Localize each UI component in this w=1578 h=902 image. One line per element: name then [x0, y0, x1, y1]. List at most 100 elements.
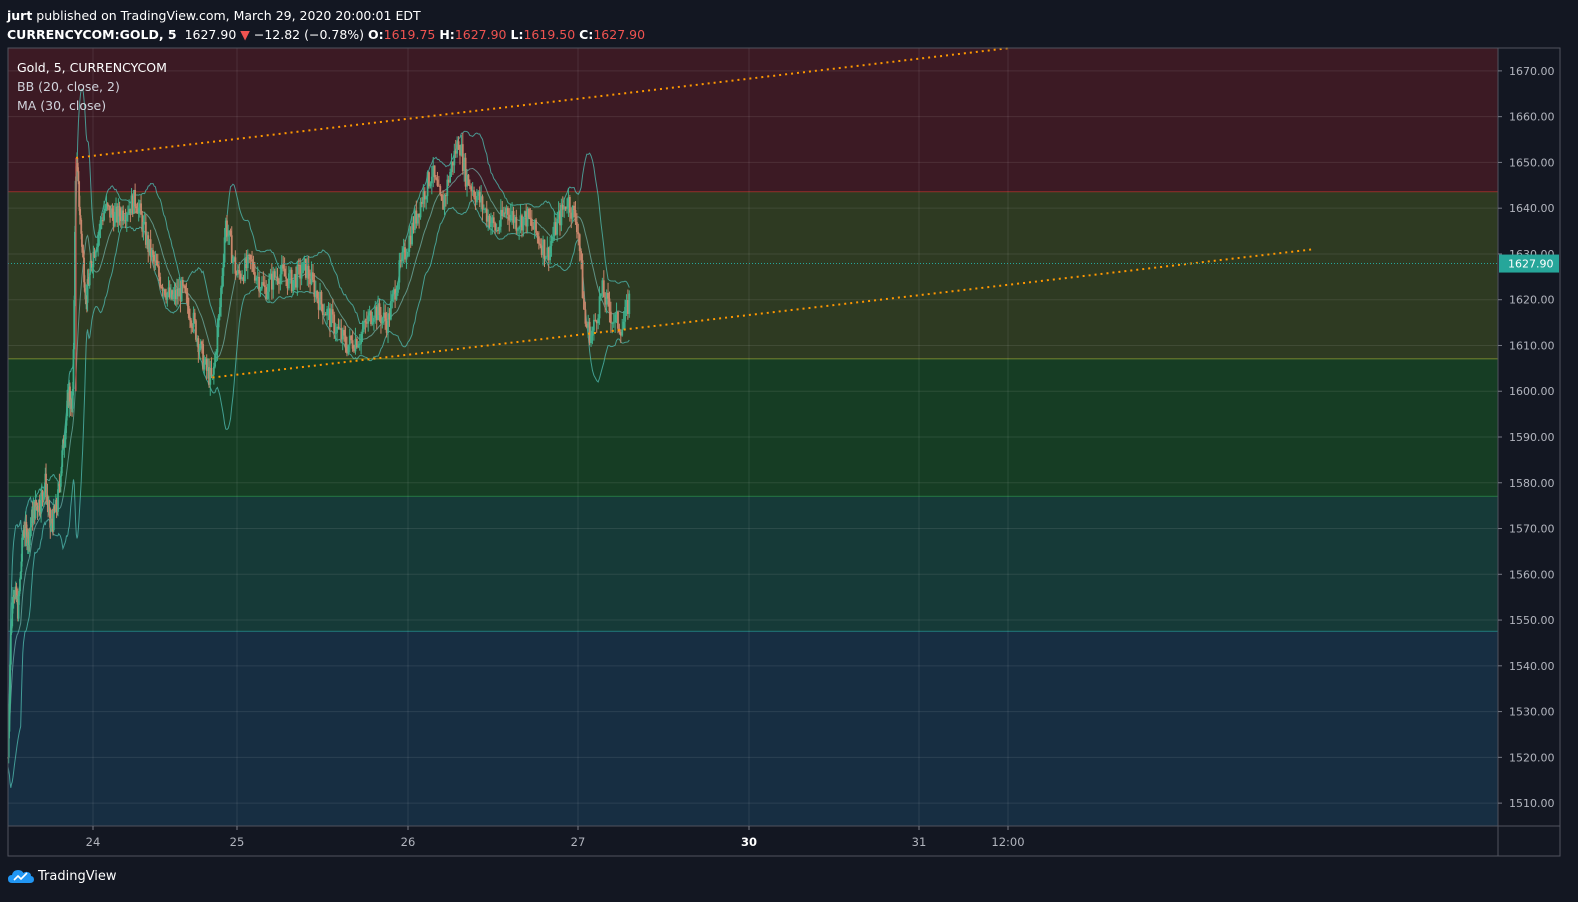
candle-body — [41, 490, 44, 497]
candle-body — [354, 338, 357, 352]
candle-body — [246, 254, 249, 268]
legend-series-title[interactable]: Gold, 5, CURRENCYCOM — [17, 60, 167, 75]
candle-body — [384, 312, 387, 321]
candle-body — [7, 731, 10, 758]
candle-body — [18, 591, 21, 597]
candle-body — [218, 307, 221, 316]
candle-body — [463, 157, 466, 171]
zone-layer — [8, 48, 1498, 826]
candle-body — [233, 257, 236, 259]
low-label: L: — [510, 27, 524, 42]
candle-body — [175, 289, 178, 300]
tradingview-brand: TradingView — [38, 868, 117, 884]
candle-body — [617, 311, 619, 329]
candle-body — [178, 288, 181, 297]
candle-body — [525, 211, 528, 227]
down-arrow-icon: ▼ — [240, 27, 250, 42]
symbol-name[interactable]: CURRENCYCOM:GOLD, 5 — [7, 27, 177, 42]
candle-body — [574, 210, 577, 223]
candle-body — [381, 317, 384, 324]
candle-body — [351, 340, 354, 349]
candle-body — [344, 335, 347, 348]
candle-body — [30, 523, 33, 528]
candle-body — [60, 466, 63, 476]
candle-body — [38, 500, 41, 511]
candle-body — [583, 298, 585, 310]
candle-body — [416, 213, 419, 224]
candle-body — [568, 197, 571, 213]
candle-body — [141, 214, 144, 232]
author-name[interactable]: jurt — [7, 8, 33, 23]
candle-body — [244, 258, 246, 282]
candle-body — [478, 191, 481, 203]
candle-body — [561, 204, 564, 210]
candle-body — [430, 176, 433, 184]
y-tick-label: 1640.00 — [1509, 202, 1555, 215]
candle-body — [63, 443, 66, 449]
candle-body — [578, 234, 581, 252]
candle-body — [391, 294, 394, 302]
candle-body — [103, 210, 105, 221]
candle-body — [360, 333, 363, 344]
candle-body — [69, 386, 71, 402]
candle-body — [130, 195, 133, 214]
candle-body — [251, 259, 253, 262]
candle-body — [382, 312, 385, 318]
candle-body — [563, 206, 566, 210]
candle-body — [115, 206, 117, 212]
legend-moving-average[interactable]: MA (30, close) — [17, 98, 107, 113]
candle-body — [467, 174, 470, 186]
candle-body — [575, 222, 578, 233]
candle-body — [300, 273, 303, 279]
candle-body — [597, 318, 600, 324]
candle-body — [537, 236, 540, 244]
candle-body — [263, 285, 266, 288]
candle-body — [327, 308, 330, 310]
candle-body — [125, 214, 128, 222]
candle-body — [81, 246, 84, 251]
candle-body — [26, 528, 28, 547]
candle-body — [8, 703, 11, 732]
candle-body — [550, 241, 553, 246]
candle-body — [363, 321, 365, 330]
candle-body — [470, 186, 473, 192]
candle-body — [236, 269, 239, 275]
candle-body — [211, 374, 214, 377]
candle-body — [149, 239, 152, 258]
candle-body — [347, 344, 350, 354]
candle-body — [290, 269, 293, 292]
candle-body — [321, 304, 324, 316]
time-axis: 24 25 26 27 30 31 12:00 — [86, 826, 1025, 849]
candle-body — [504, 212, 506, 214]
candle-body — [499, 209, 502, 227]
candle-body — [428, 172, 430, 187]
candle-body — [59, 475, 62, 487]
footer-branding[interactable]: TradingView — [8, 864, 117, 888]
candle-body — [137, 207, 140, 214]
candle-body — [371, 321, 374, 325]
candle-body — [58, 483, 61, 487]
candle-body — [76, 162, 79, 172]
candle-body — [256, 276, 259, 278]
candle-body — [598, 296, 601, 319]
candle-body — [112, 214, 115, 227]
candle-body — [365, 322, 368, 324]
zone-band-4 — [8, 631, 1498, 826]
candle-body — [295, 274, 297, 288]
legend-bollinger-bands[interactable]: BB (20, close, 2) — [17, 79, 120, 94]
candle-body — [584, 309, 587, 324]
candle-body — [171, 290, 174, 300]
candle-body — [197, 338, 200, 353]
candle-body — [83, 282, 86, 292]
candle-body — [223, 237, 226, 263]
candle-body — [210, 367, 213, 377]
candle-body — [340, 328, 343, 340]
candle-body — [83, 257, 85, 283]
candle-body — [577, 232, 580, 235]
publish-info: published on TradingView.com, March 29, … — [32, 8, 421, 23]
candle-body — [193, 312, 196, 321]
candle-body — [135, 206, 138, 209]
candle-body — [604, 297, 607, 305]
candle-body — [275, 276, 278, 278]
